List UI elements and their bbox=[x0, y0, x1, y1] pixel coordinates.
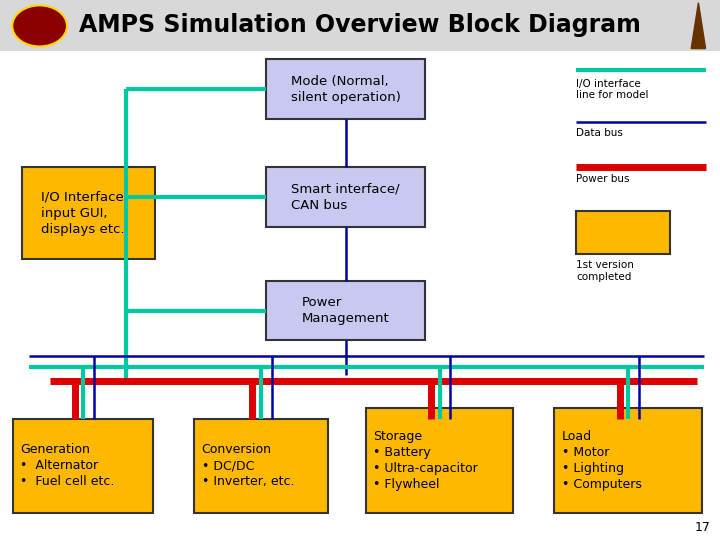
Text: Conversion
• DC/DC
• Inverter, etc.: Conversion • DC/DC • Inverter, etc. bbox=[202, 443, 294, 488]
Polygon shape bbox=[691, 3, 706, 49]
Text: Data bus: Data bus bbox=[576, 128, 623, 138]
Text: 1st version
completed: 1st version completed bbox=[576, 260, 634, 282]
Bar bbox=[13, 418, 153, 513]
Text: I/O interface
line for model: I/O interface line for model bbox=[576, 79, 649, 100]
Bar bbox=[22, 167, 155, 259]
Bar bbox=[194, 418, 328, 513]
Bar bbox=[266, 167, 425, 227]
Text: Power
Management: Power Management bbox=[302, 296, 390, 325]
Text: Power bus: Power bus bbox=[576, 174, 629, 184]
Bar bbox=[576, 211, 670, 254]
Bar bbox=[366, 408, 513, 513]
Text: 17: 17 bbox=[695, 521, 711, 534]
Text: Storage
• Battery
• Ultra-capacitor
• Flywheel: Storage • Battery • Ultra-capacitor • Fl… bbox=[373, 430, 477, 491]
Text: I/O Interface –
input GUI,
displays etc.: I/O Interface – input GUI, displays etc. bbox=[41, 191, 135, 236]
Circle shape bbox=[12, 5, 67, 46]
Bar bbox=[0, 0, 720, 51]
Text: Mode (Normal,
silent operation): Mode (Normal, silent operation) bbox=[291, 75, 400, 104]
Bar bbox=[554, 408, 702, 513]
Text: Generation
•  Alternator
•  Fuel cell etc.: Generation • Alternator • Fuel cell etc. bbox=[20, 443, 114, 488]
Bar bbox=[266, 59, 425, 119]
Text: Load
• Motor
• Lighting
• Computers: Load • Motor • Lighting • Computers bbox=[562, 430, 642, 491]
Bar bbox=[266, 281, 425, 340]
Text: Smart interface/
CAN bus: Smart interface/ CAN bus bbox=[292, 183, 400, 212]
Text: AMPS Simulation Overview Block Diagram: AMPS Simulation Overview Block Diagram bbox=[79, 14, 641, 37]
